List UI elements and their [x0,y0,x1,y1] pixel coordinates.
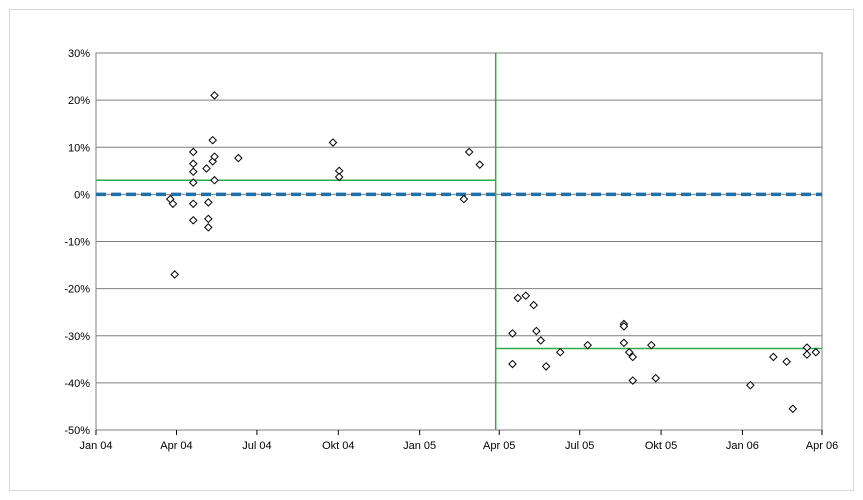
data-point [170,270,180,279]
x-tick-label: Jan 06 [726,440,759,452]
data-point [210,152,219,161]
data-point [188,215,198,225]
reference-lines [96,53,822,430]
y-tick-label: -40% [64,378,90,390]
data-point [203,223,213,232]
data-point [334,172,344,182]
data-point [188,199,198,209]
data-point [555,347,565,357]
x-tick-label: Okt 04 [322,440,354,452]
x-tick-label: Apr 05 [483,440,515,452]
y-tick-label: -50% [64,425,90,437]
plot-border [95,52,823,431]
data-point [521,291,531,301]
x-tick-label: Jul 04 [242,440,271,452]
data-point [541,362,551,371]
data-point [203,198,213,207]
data-point [647,340,656,350]
data-point [208,135,218,145]
data-point [788,404,798,414]
data-point [203,214,213,224]
data-point [619,322,629,331]
data-point [234,153,243,163]
data-point [459,194,469,204]
y-tick-label: -30% [64,331,90,343]
data-point [536,336,546,345]
data-point [802,343,812,352]
plot-area [95,52,823,431]
data-point [513,293,523,303]
data-points [165,91,821,414]
y-tick-label: 20% [68,95,90,107]
x-tick-label: Apr 06 [806,440,838,452]
data-point [508,329,517,338]
data-point [188,147,198,157]
x-tick-label: Jan 05 [403,440,436,452]
data-point [328,138,338,147]
data-point [628,376,638,385]
data-point [210,175,219,185]
y-tick-label: 30% [68,48,90,60]
y-tick-label: -20% [64,284,90,296]
data-point [624,347,634,357]
chart-frame [9,9,854,491]
data-point [782,357,791,366]
data-point [529,300,539,310]
data-point [628,352,638,362]
data-point [746,380,755,390]
x-tick-label: Jan 04 [79,440,112,452]
data-point [464,147,474,157]
y-tick-label: -10% [64,237,90,249]
y-tick-label: 10% [68,142,90,154]
data-point [532,326,541,336]
data-point [168,199,178,209]
y-tick-label: 0% [74,189,90,201]
data-point [188,167,198,177]
data-point [811,347,821,357]
data-point [769,352,778,362]
x-tick-label: Apr 04 [160,440,192,452]
data-point [508,359,517,369]
data-point [202,164,211,173]
x-axis-tick-labels: Jan 04 Apr 04 Jul 04 Okt 04 Jan 05 Apr 05 Jul … [79,430,838,452]
data-point [188,159,198,169]
x-tick-label: Okt 05 [645,440,677,452]
data-point [475,160,485,169]
data-point [583,340,592,350]
data-point [802,350,812,359]
data-point [651,373,661,383]
gridlines [96,99,822,384]
data-point [210,91,219,100]
x-tick-label: Jul 05 [565,440,594,452]
data-point [188,178,198,187]
y-axis-tick-labels: 30% 20% 10% 0% -10% -20% -30% -40% -50% [64,48,90,437]
data-point [619,338,629,348]
